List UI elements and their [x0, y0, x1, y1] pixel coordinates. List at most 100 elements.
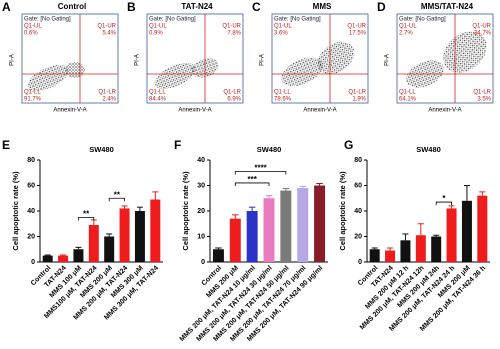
x-axis-label: Annexin-V-A	[178, 108, 211, 114]
event-cloud	[65, 62, 85, 78]
quadrant-label: 1.9%	[352, 97, 366, 103]
gate-label: Gate: [No Gating]	[274, 17, 321, 23]
bar	[415, 235, 426, 262]
bar	[58, 255, 69, 262]
x-axis-label: Annexin-V-A	[428, 108, 461, 114]
quadrant-label: 91.7%	[24, 97, 42, 103]
flow-panel: C MMS Gate: [No Gating]Q1-UL3.6% Q1-UR17.5%…	[252, 0, 369, 114]
event-cloud	[27, 65, 69, 91]
y-tick-label: 40	[354, 208, 362, 215]
quadrant-label: Q1-LR	[348, 90, 366, 96]
bar	[280, 190, 292, 262]
significance-label: ****	[254, 164, 267, 173]
quadrant-label: Q1-UL	[399, 24, 417, 30]
bar	[229, 218, 241, 262]
quadrant-label: Q1-UR	[347, 24, 366, 30]
quadrant-label: 64.1%	[399, 97, 417, 103]
panel-title: Control	[58, 2, 86, 11]
error-bar	[282, 188, 290, 191]
significance-label: **	[114, 190, 121, 199]
quadrant-label: Q1-UR	[97, 24, 116, 30]
quadrant-label: 34.7%	[474, 31, 492, 37]
y-tick-label: 20	[27, 233, 35, 240]
quadrant-label: 3.6%	[274, 31, 288, 37]
error-bar	[106, 233, 113, 237]
chart-title: SW480	[416, 145, 441, 154]
y-tick-label: 30	[197, 182, 205, 189]
y-tick-label: 60	[354, 182, 362, 189]
bar	[461, 200, 472, 262]
bar	[477, 195, 488, 262]
panel-letter: A	[2, 0, 11, 14]
quadrant-label: Q1-UL	[149, 24, 167, 30]
quadrant-label: Q1-UL	[24, 24, 42, 30]
panel-title: MMS/TAT-N24	[421, 2, 474, 11]
error-bar	[387, 247, 394, 251]
panel-letter: D	[377, 0, 386, 14]
significance-bracket	[435, 201, 452, 206]
error-bar	[44, 254, 51, 256]
event-cloud	[281, 57, 323, 87]
bar	[385, 250, 396, 262]
error-bar	[231, 214, 239, 219]
error-bar	[136, 206, 143, 211]
y-tick-label: 80	[27, 157, 35, 164]
significance-bracket	[108, 197, 125, 202]
gate-label: Gate: [No Gating]	[399, 17, 446, 23]
y-axis-label: Cell apoptotic rate (%)	[181, 171, 190, 251]
chart-title: SW480	[257, 145, 282, 154]
bar	[73, 249, 84, 262]
y-tick-label: 60	[27, 182, 35, 189]
y-axis-label: Cell apoptotic rate (%)	[11, 171, 20, 251]
significance-label: *	[442, 194, 446, 203]
quadrant-label: 2.7%	[399, 31, 413, 37]
quadrant-label: 78.6%	[274, 97, 292, 103]
quadrant-label: 17.5%	[349, 31, 367, 37]
quadrant-label: Q1-LR	[473, 90, 491, 96]
bar	[119, 208, 130, 262]
significance-label: ***	[247, 175, 257, 184]
y-tick-label: 20	[197, 208, 205, 215]
y-axis-label: PI-A	[260, 54, 266, 66]
bar	[297, 188, 309, 262]
error-bar	[152, 191, 159, 200]
quadrant-label: 0.9%	[149, 31, 163, 37]
flow-panel: B TAT-N24 Gate: [No Gating]Q1-UL0.9% Q1-UR7…	[127, 0, 244, 114]
y-tick-label: 0	[358, 259, 362, 266]
bar	[263, 198, 275, 262]
bar	[104, 236, 115, 262]
y-tick-label: 80	[354, 157, 362, 164]
error-bar	[448, 205, 455, 209]
panel-title: TAT-N24	[181, 2, 213, 11]
quadrant-label: Q1-UR	[222, 24, 241, 30]
error-bar	[60, 254, 67, 256]
error-bar	[248, 206, 256, 211]
quadrant-label: Q1-UL	[274, 24, 292, 30]
error-bar	[299, 186, 307, 189]
y-tick-label: 40	[197, 157, 205, 164]
bar	[314, 185, 326, 262]
bar	[88, 225, 99, 262]
error-bar	[90, 219, 97, 226]
panel-letter: C	[252, 0, 261, 14]
quadrant-label: 84.4%	[149, 97, 167, 103]
y-axis-label: PI-A	[10, 54, 16, 66]
significance-bracket	[234, 171, 287, 175]
x-axis-label: Annexin-V-A	[53, 108, 86, 114]
y-tick-label: 0	[201, 259, 205, 266]
bar	[400, 240, 411, 262]
quadrant-label: Q1-LL	[399, 90, 416, 96]
error-bar	[433, 234, 440, 237]
error-bar	[75, 246, 82, 250]
bar	[431, 236, 442, 262]
y-tick-label: 0	[31, 259, 35, 266]
bar	[42, 255, 53, 262]
event-cloud	[317, 41, 355, 75]
event-cloud	[443, 31, 487, 73]
bar	[212, 249, 224, 262]
flow-panel: A Control Gate: [No Gating]Q1-UL0.6% Q1-UR5…	[2, 0, 119, 114]
